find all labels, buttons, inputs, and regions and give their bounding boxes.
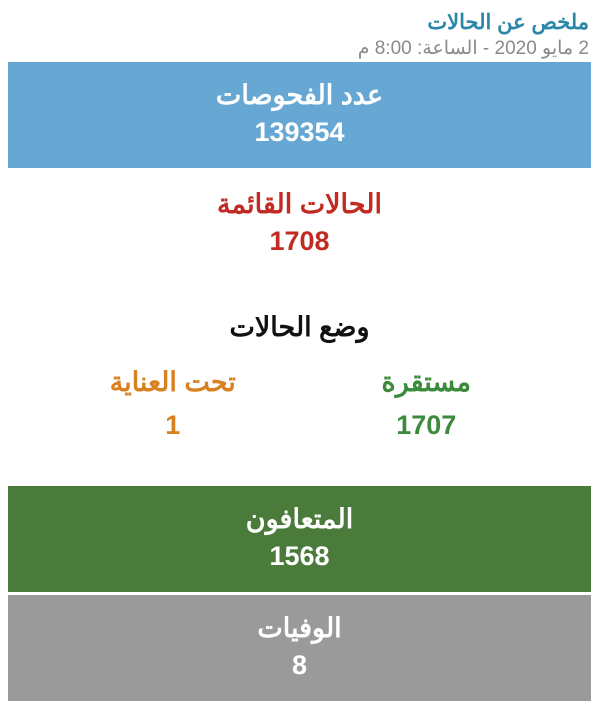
status-columns: مستقرة 1707 تحت العناية 1 — [16, 343, 583, 463]
status-critical: تحت العناية 1 — [46, 367, 300, 441]
recovered-label: المتعافون — [16, 504, 583, 535]
status-panel: وضع الحالات مستقرة 1707 تحت العناية 1 — [8, 280, 591, 483]
deaths-panel: الوفيات 8 — [8, 595, 591, 701]
status-title: وضع الحالات — [16, 298, 583, 343]
stable-label: مستقرة — [300, 367, 554, 398]
tests-panel: عدد الفحوصات 139354 — [8, 62, 591, 168]
critical-value: 1 — [46, 410, 300, 441]
tests-value: 139354 — [16, 117, 583, 148]
timestamp: 2 مايو 2020 - الساعة: 8:00 م — [10, 37, 589, 60]
deaths-label: الوفيات — [16, 613, 583, 644]
status-stable: مستقرة 1707 — [300, 367, 554, 441]
recovered-value: 1568 — [16, 541, 583, 572]
stable-value: 1707 — [300, 410, 554, 441]
active-panel: الحالات القائمة 1708 — [8, 171, 591, 277]
deaths-value: 8 — [16, 650, 583, 681]
page-title: ملخص عن الحالات — [10, 10, 589, 35]
summary-card: ملخص عن الحالات 2 مايو 2020 - الساعة: 8:… — [0, 0, 599, 710]
header: ملخص عن الحالات 2 مايو 2020 - الساعة: 8:… — [8, 6, 591, 62]
active-value: 1708 — [16, 226, 583, 257]
active-label: الحالات القائمة — [16, 189, 583, 220]
tests-label: عدد الفحوصات — [16, 80, 583, 111]
recovered-panel: المتعافون 1568 — [8, 486, 591, 592]
critical-label: تحت العناية — [46, 367, 300, 398]
